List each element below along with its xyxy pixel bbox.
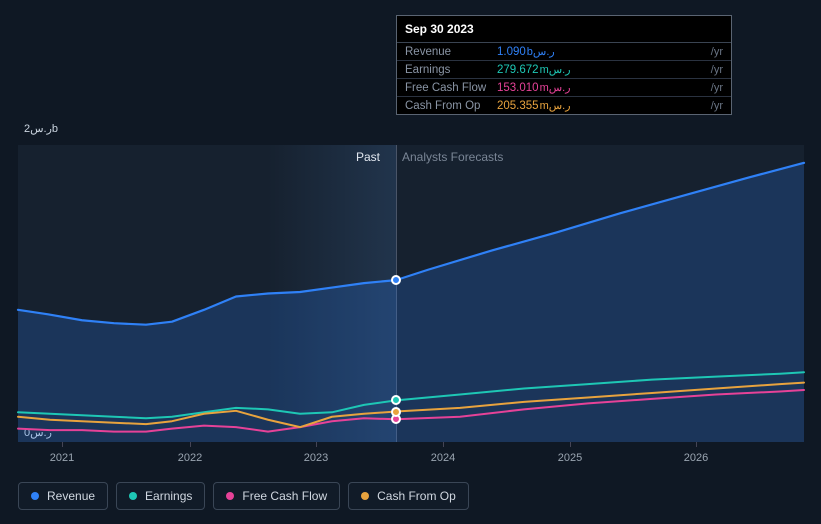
y-tick-label: 2ر.سb [24,122,58,135]
tooltip-per: /yr [699,100,723,112]
tooltip-metric-label: Cash From Op [405,100,497,112]
tooltip-row: Revenue1.090ر.سb/yr [397,43,731,61]
x-tick-label: 2021 [50,452,74,464]
x-tick [570,442,571,447]
legend-label: Free Cash Flow [242,489,327,503]
legend-label: Cash From Op [377,489,456,503]
x-tick-label: 2022 [178,452,202,464]
tooltip-metric-value: 1.090ر.سb [497,45,699,58]
legend-dot-icon [361,492,369,500]
tooltip-per: /yr [699,82,723,94]
series-fill-revenue [18,163,804,442]
x-tick-label: 2024 [431,452,455,464]
x-tick [443,442,444,447]
marker-revenue [391,275,401,285]
x-tick-label: 2023 [304,452,328,464]
tooltip-row: Cash From Op205.355ر.سm/yr [397,97,731,114]
x-tick-label: 2025 [558,452,582,464]
x-tick [190,442,191,447]
marker-earnings [391,395,401,405]
chart-lines [18,145,804,442]
tooltip-per: /yr [699,64,723,76]
legend-item-earnings[interactable]: Earnings [116,482,205,510]
tooltip-date: Sep 30 2023 [397,16,731,43]
x-tick [696,442,697,447]
x-tick [62,442,63,447]
chart-legend: Revenue Earnings Free Cash Flow Cash From O… [18,482,469,510]
legend-item-free-cash-flow[interactable]: Free Cash Flow [213,482,340,510]
x-tick [316,442,317,447]
legend-dot-icon [226,492,234,500]
legend-item-cash-from-op[interactable]: Cash From Op [348,482,469,510]
x-tick-label: 2026 [684,452,708,464]
tooltip-metric-label: Earnings [405,64,497,76]
marker-cfo [391,407,401,417]
legend-label: Earnings [145,489,192,503]
tooltip-metric-value: 279.672ر.سm [497,63,699,76]
tooltip-metric-label: Revenue [405,46,497,58]
financials-chart: Past Analysts Forecasts 0ر.س2ر.سb 202120… [0,0,821,524]
legend-item-revenue[interactable]: Revenue [18,482,108,510]
tooltip-row: Free Cash Flow153.010ر.سm/yr [397,79,731,97]
chart-tooltip: Sep 30 2023 Revenue1.090ر.سb/yrEarnings2… [396,15,732,115]
tooltip-metric-value: 205.355ر.سm [497,99,699,112]
legend-label: Revenue [47,489,95,503]
tooltip-metric-value: 153.010ر.سm [497,81,699,94]
legend-dot-icon [31,492,39,500]
legend-dot-icon [129,492,137,500]
tooltip-row: Earnings279.672ر.سm/yr [397,61,731,79]
tooltip-metric-label: Free Cash Flow [405,82,497,94]
tooltip-per: /yr [699,46,723,58]
